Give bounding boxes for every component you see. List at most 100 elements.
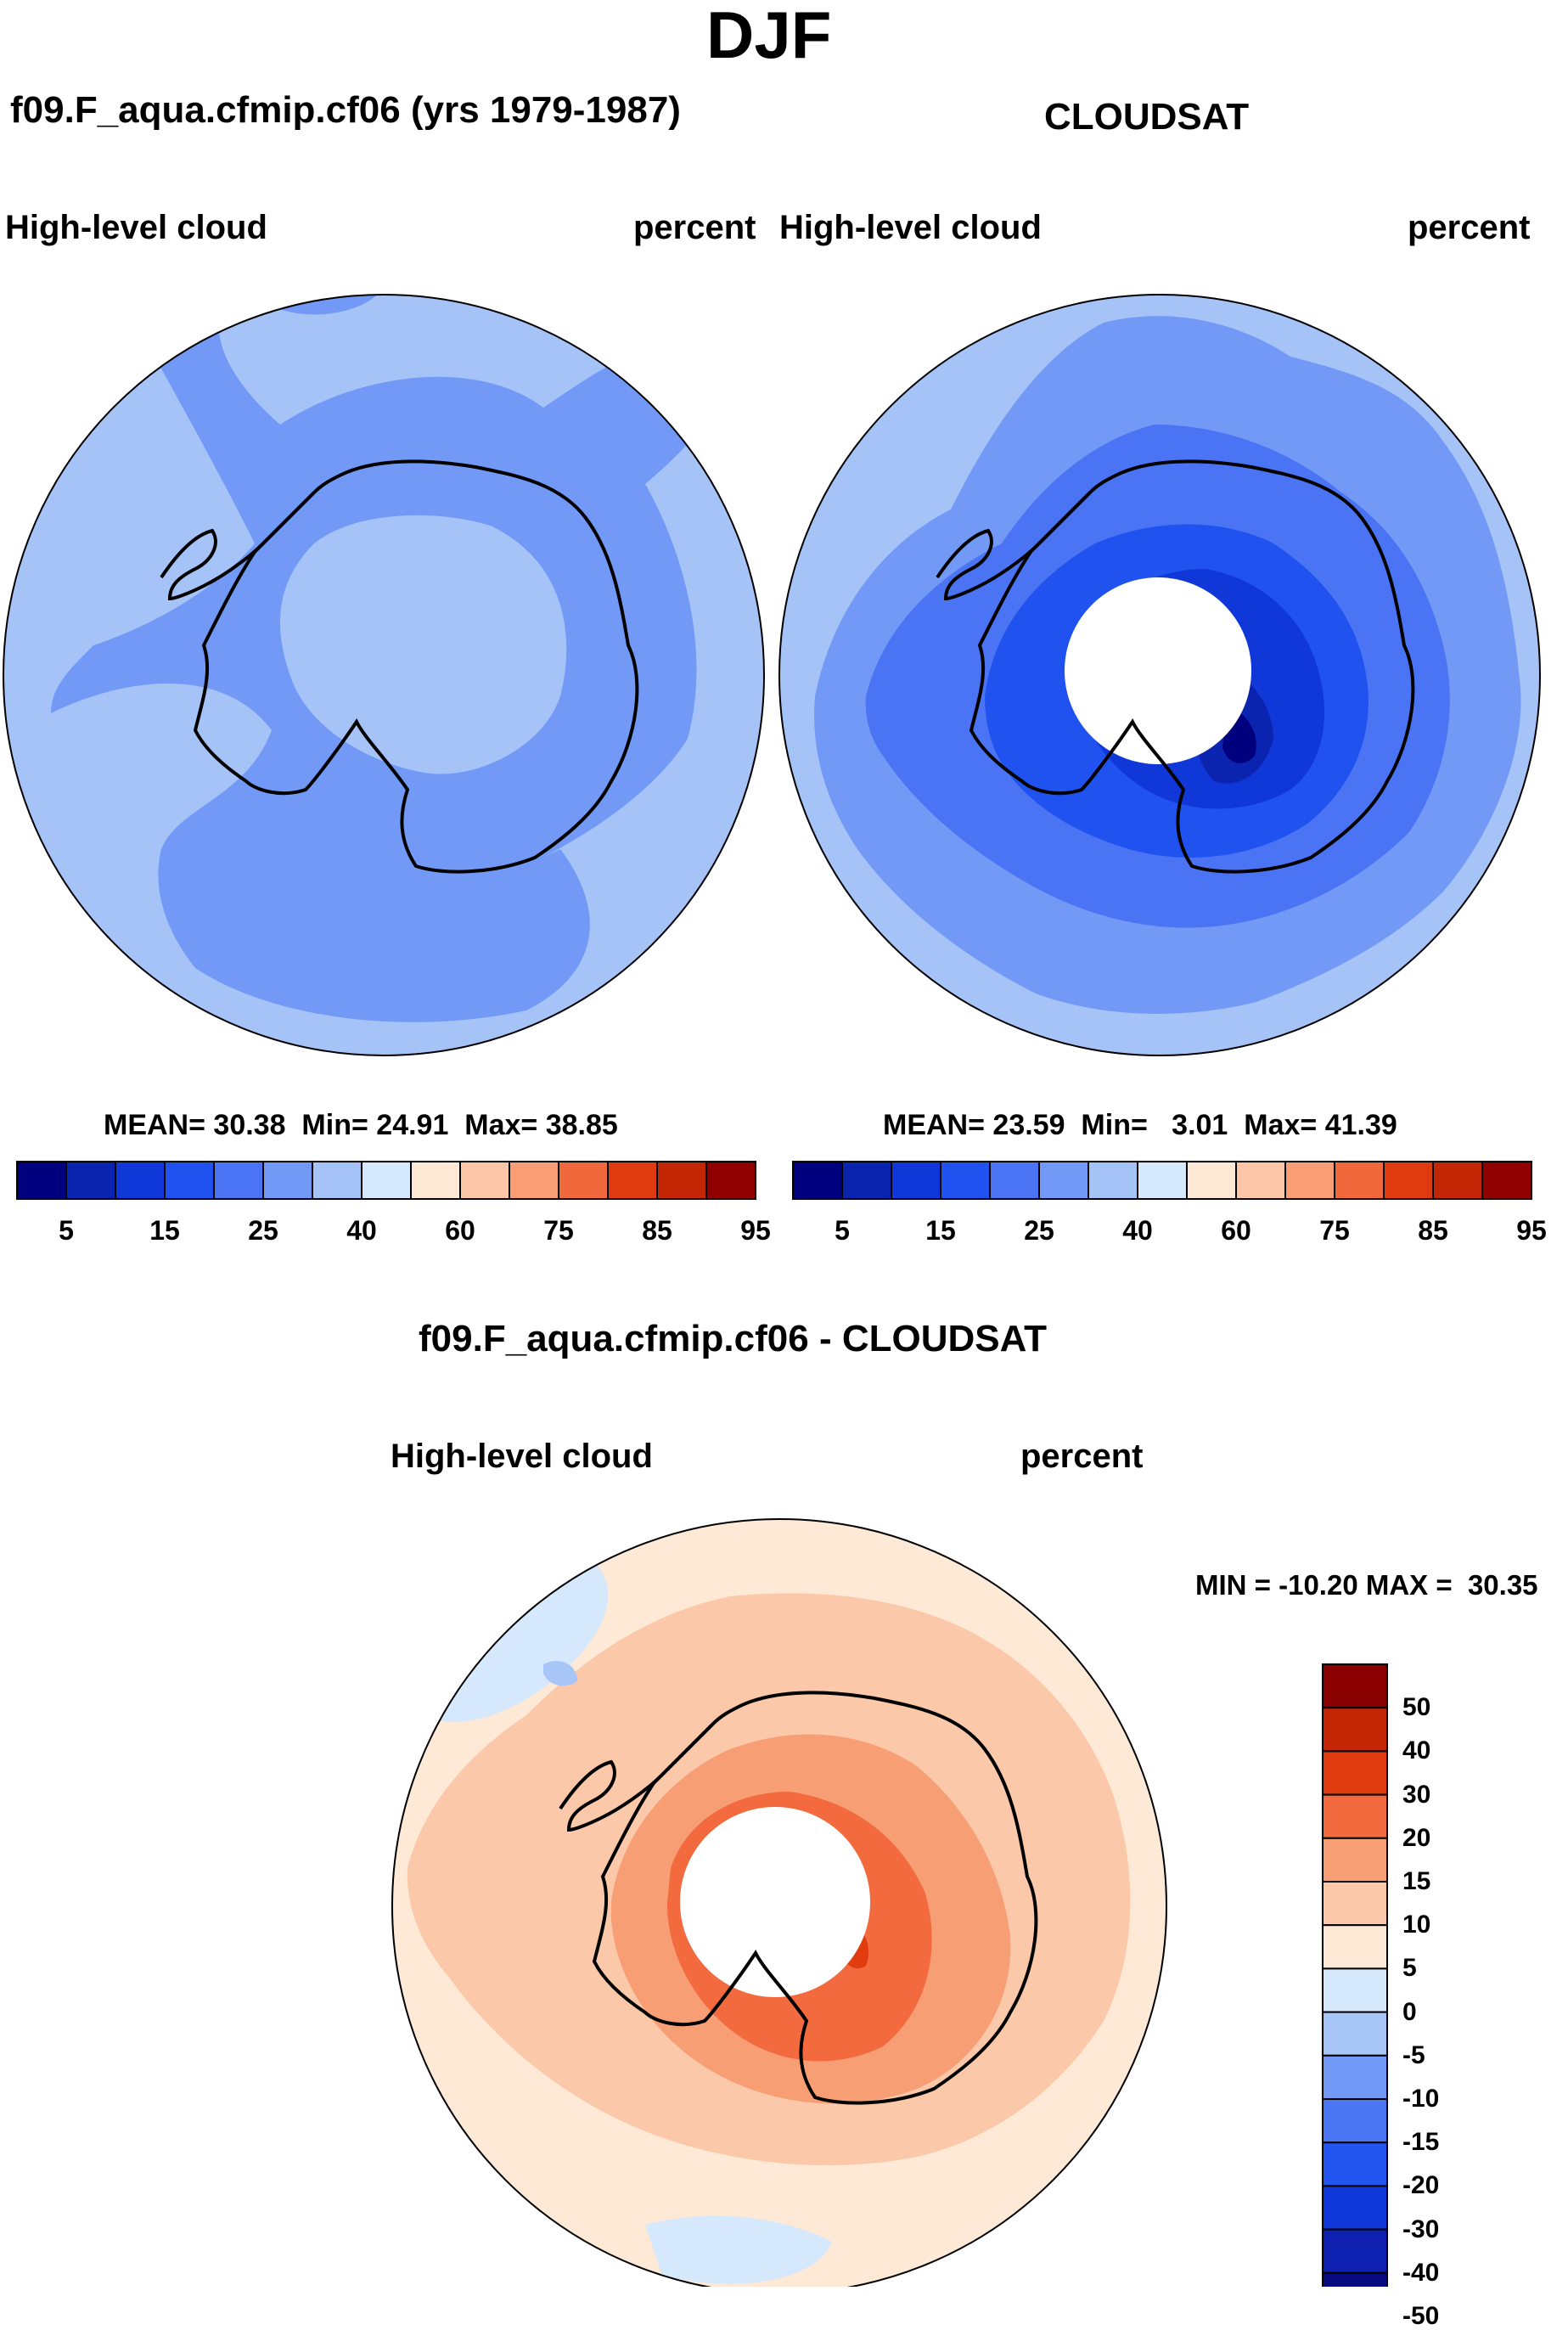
diff-colorbar-tick-10: -15	[1402, 2128, 1440, 2157]
right-case-title: CLOUDSAT	[1044, 96, 1250, 138]
left-colorbar-swatch-13	[656, 1161, 707, 1200]
left-variable-label: High-level cloud	[5, 209, 267, 246]
figure-title: DJF	[706, 0, 832, 72]
diff-colorbar-swatch-5	[1322, 1881, 1388, 1927]
right-colorbar-swatch-2	[891, 1161, 941, 1200]
diff-colorbar-swatch-3	[1322, 1793, 1388, 1839]
left-colorbar-swatch-6	[312, 1161, 362, 1200]
left-colorbar-tick-5: 75	[543, 1215, 574, 1246]
left-colorbar-tick-1: 15	[149, 1215, 180, 1246]
diff-map	[391, 1518, 1167, 2287]
diff-colorbar-swatch-10	[1322, 2098, 1388, 2144]
right-colorbar-swatch-5	[1038, 1161, 1089, 1200]
left-colorbar-swatch-7	[361, 1161, 412, 1200]
left-min-value: 24.91	[376, 1109, 449, 1141]
left-colorbar-swatch-11	[558, 1161, 609, 1200]
left-colorbar-swatch-9	[459, 1161, 510, 1200]
right-mean-value: 23.59	[992, 1109, 1065, 1141]
left-colorbar-tick-0: 5	[59, 1215, 74, 1246]
right-colorbar-swatch-8	[1186, 1161, 1237, 1200]
right-colorbar-swatch-1	[841, 1161, 892, 1200]
right-max-label: Max=	[1244, 1109, 1318, 1141]
left-units-label: percent	[633, 209, 756, 246]
diff-colorbar-swatch-8	[1322, 2011, 1388, 2057]
diff-colorbar-tick-7: 0	[1402, 1997, 1417, 2026]
right-variable-label: High-level cloud	[779, 209, 1042, 246]
diff-antarctic-peninsula	[559, 1722, 715, 1832]
diff-colorbar-tick-14: -50	[1402, 2302, 1440, 2330]
left-band-south	[158, 844, 590, 1022]
diff-colorbar-swatch-7	[1322, 1967, 1388, 2013]
left-interior-light	[280, 515, 567, 774]
diff-colorbar-tick-9: -10	[1402, 2085, 1440, 2113]
right-colorbar-tick-0: 5	[835, 1215, 850, 1246]
diff-variable-label: High-level cloud	[391, 1438, 653, 1475]
diff-patch-blue-nw	[424, 1562, 609, 1722]
left-stats: MEAN= 30.38 Min= 24.91 Max= 38.85	[104, 1111, 618, 1140]
right-colorbar	[792, 1161, 1532, 1200]
right-colorbar-swatch-6	[1087, 1161, 1138, 1200]
left-colorbar-tick-7: 95	[740, 1215, 771, 1246]
diff-colorbar-tick-11: -20	[1402, 2171, 1440, 2200]
right-max-value: 41.39	[1324, 1109, 1397, 1141]
left-antarctic-peninsula	[160, 491, 316, 601]
right-colorbar-swatch-0	[792, 1161, 843, 1200]
left-colorbar-swatch-8	[410, 1161, 461, 1200]
right-colorbar-tick-5: 75	[1319, 1215, 1350, 1246]
diff-colorbar-swatch-14	[1322, 2271, 1388, 2287]
diff-units-label: percent	[1020, 1438, 1144, 1475]
diff-title: f09.F_aqua.cfmip.cf06 - CLOUDSAT	[419, 1318, 1047, 1359]
right-colorbar-swatch-9	[1235, 1161, 1286, 1200]
diff-colorbar-swatch-4	[1322, 1837, 1388, 1883]
right-colorbar-swatch-12	[1383, 1161, 1434, 1200]
right-map	[778, 294, 1541, 1056]
diff-patch-blue-s	[645, 2215, 832, 2284]
left-colorbar-swatch-3	[164, 1161, 215, 1200]
diff-colorbar-tick-13: -40	[1402, 2258, 1440, 2287]
left-colorbar	[16, 1161, 756, 1200]
right-units-label: percent	[1408, 209, 1531, 246]
left-colorbar-swatch-5	[262, 1161, 313, 1200]
diff-colorbar-tick-3: 20	[1402, 1823, 1431, 1852]
right-colorbar-swatch-7	[1137, 1161, 1188, 1200]
diff-colorbar-tick-8: -5	[1402, 2040, 1425, 2069]
left-colorbar-tick-4: 60	[445, 1215, 475, 1246]
right-colorbar-swatch-13	[1432, 1161, 1483, 1200]
diff-colorbar-tick-5: 10	[1402, 1911, 1431, 1939]
diff-colorbar-tick-2: 30	[1402, 1780, 1431, 1809]
diff-antarctica-coastline	[592, 1691, 1038, 2105]
left-colorbar-swatch-14	[705, 1161, 756, 1200]
right-min-value: 3.01	[1172, 1109, 1228, 1141]
right-map-border	[778, 294, 1541, 1056]
diff-colorbar	[1322, 1663, 1388, 2287]
right-min-label: Min=	[1081, 1109, 1148, 1141]
diff-colorbar-tick-4: 15	[1402, 1867, 1431, 1895]
left-colorbar-tick-6: 85	[642, 1215, 672, 1246]
left-colorbar-swatch-2	[115, 1161, 166, 1200]
diff-colorbar-tick-1: 40	[1402, 1736, 1431, 1765]
diff-colorbar-tick-6: 5	[1402, 1954, 1417, 1983]
right-colorbar-swatch-4	[989, 1161, 1040, 1200]
right-colorbar-tick-4: 60	[1221, 1215, 1251, 1246]
diff-map-border	[391, 1518, 1167, 2287]
left-min-label: Min=	[301, 1109, 368, 1141]
left-map-border	[3, 294, 765, 1056]
right-stats: MEAN= 23.59 Min= 3.01 Max= 41.39	[883, 1111, 1397, 1140]
diff-colorbar-swatch-11	[1322, 2141, 1388, 2187]
right-colorbar-tick-2: 25	[1024, 1215, 1054, 1246]
diff-colorbar-swatch-13	[1322, 2228, 1388, 2274]
left-colorbar-swatch-4	[213, 1161, 264, 1200]
right-colorbar-swatch-10	[1284, 1161, 1335, 1200]
right-missing-data-hole	[1065, 577, 1251, 764]
right-colorbar-tick-7: 95	[1516, 1215, 1547, 1246]
right-antarctica-coastline	[969, 459, 1415, 874]
left-map	[3, 294, 765, 1056]
diff-colorbar-swatch-12	[1322, 2185, 1388, 2231]
right-colorbar-tick-6: 85	[1418, 1215, 1448, 1246]
right-colorbar-swatch-14	[1481, 1161, 1532, 1200]
right-antarctic-peninsula	[936, 491, 1092, 601]
diff-colorbar-swatch-9	[1322, 2054, 1388, 2101]
left-mean-label: MEAN=	[104, 1109, 205, 1141]
left-max-value: 38.85	[545, 1109, 618, 1141]
diff-colorbar-swatch-1	[1322, 1707, 1388, 1753]
